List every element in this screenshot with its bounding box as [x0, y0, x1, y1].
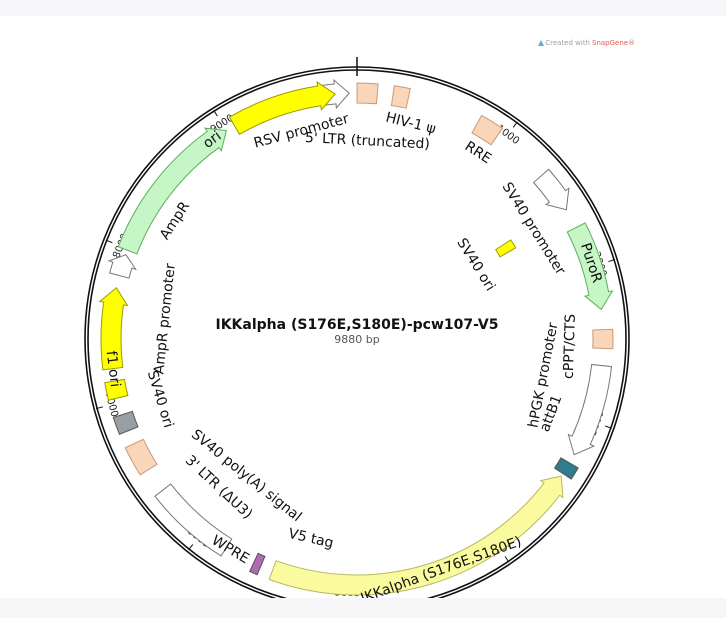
feature-label: cPPT/CTS: [561, 314, 579, 380]
badge-brand: SnapGene®: [592, 39, 635, 47]
badge-icon: [538, 40, 544, 46]
plasmid-size: 9880 bp: [334, 333, 379, 346]
feature-arrow: [566, 222, 614, 311]
feature-arrow: [228, 81, 336, 136]
feature-box: [104, 378, 129, 401]
badge-prefix: Created with: [545, 39, 590, 47]
feature-arrow: [532, 168, 570, 211]
feature-box: [471, 114, 504, 146]
tick-mark: [605, 425, 612, 429]
feature-label: 5' LTR (truncated): [305, 130, 431, 153]
top-strip: [0, 0, 726, 16]
feature-arrow: [107, 254, 137, 279]
feature-box: [592, 328, 614, 350]
tick-mark: [188, 544, 194, 551]
feature-arrow: [98, 287, 129, 371]
feature-label: f1 ori: [103, 350, 123, 388]
feature-box: [390, 85, 411, 109]
bottom-strip: [0, 598, 726, 618]
map-group: 100020003000400050006000700080009000RSV …: [84, 57, 630, 598]
feature-box: [356, 82, 379, 105]
feature-arrow: [117, 127, 228, 255]
feature-box: [249, 552, 266, 576]
feature-box: [154, 483, 233, 557]
tick-mark: [512, 121, 518, 128]
tick-mark: [213, 109, 218, 117]
feature-box: [495, 239, 517, 258]
tick-mark: [105, 239, 113, 244]
feature-arrow: [268, 475, 564, 596]
feature-box: [553, 457, 579, 480]
plasmid-title: IKKalpha (S176E,S180E)-pcw107-V5: [216, 317, 499, 333]
feature-box: [124, 438, 158, 476]
tick-mark: [504, 556, 510, 563]
tick-mark: [95, 406, 104, 410]
feature-arrow: [567, 363, 613, 456]
tick-mark: [608, 259, 616, 263]
feature-box: [112, 410, 139, 435]
